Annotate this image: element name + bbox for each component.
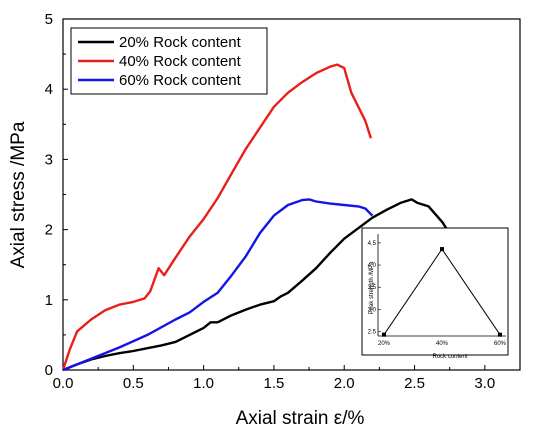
inset-y-title: Peak strength /MPa — [369, 261, 375, 314]
x-tick-label: 1.0 — [193, 375, 214, 392]
x-tick-label: 1.5 — [263, 375, 284, 392]
legend-label-20: 20% Rock content — [119, 34, 242, 51]
series-layer — [61, 63, 479, 372]
y-tick-label: 0 — [45, 362, 53, 379]
inset-y-tick-label: 3.0 — [368, 307, 377, 313]
x-tick-label: 2.0 — [334, 375, 355, 392]
inset-x-tick-label: 20% — [378, 341, 391, 347]
inset-y-tick-label: 2.5 — [368, 330, 377, 336]
inset-chart: 2.5 3.0 3.5 4.0 4.5 20% 40% 60% Rock content Pe… — [361, 227, 509, 360]
x-axis-title: Axial strain ε/% — [236, 408, 365, 429]
x-tick-label: 0.5 — [123, 375, 144, 392]
y-axis-ticks: 0 1 2 3 4 5 — [45, 11, 68, 379]
inset-x-tick-label: 40% — [436, 341, 449, 347]
inset-x-tick-label: 60% — [494, 341, 507, 347]
inset-point — [382, 332, 386, 337]
legend-label-40: 40% Rock content — [119, 53, 242, 70]
y-tick-label: 5 — [45, 11, 53, 28]
x-tick-label: 0.0 — [53, 375, 74, 392]
inset-y-tick-label: 4.0 — [368, 263, 377, 269]
series-line-2 — [62, 198, 374, 372]
y-tick-label: 3 — [45, 151, 53, 168]
y-axis-title: Axial stress /MPa — [8, 121, 29, 268]
inset-frame — [361, 227, 509, 356]
inset-x-title: Rock content — [432, 354, 467, 360]
x-axis-ticks: 0.0 0.5 1.0 1.5 2.0 2.5 3.0 — [53, 365, 495, 392]
x-tick-label: 2.5 — [404, 375, 425, 392]
inset-y-tick-label: 3.5 — [368, 285, 377, 291]
series-line-1 — [61, 63, 373, 371]
series-line-0 — [62, 198, 479, 372]
x-tick-label: 3.0 — [474, 375, 495, 392]
y-tick-label: 1 — [45, 292, 53, 309]
inset-plot-layer: 2.5 3.0 3.5 4.0 4.5 20% 40% 60% — [368, 234, 507, 347]
inset-point — [440, 247, 444, 252]
y-tick-label: 2 — [45, 222, 53, 239]
legend-label-60: 60% Rock content — [119, 72, 242, 89]
y-tick-label: 4 — [45, 81, 53, 98]
legend: 20% Rock content 40% Rock content 60% Ro… — [70, 27, 268, 95]
inset-y-tick-label: 4.5 — [368, 241, 377, 247]
inset-point — [498, 332, 502, 337]
